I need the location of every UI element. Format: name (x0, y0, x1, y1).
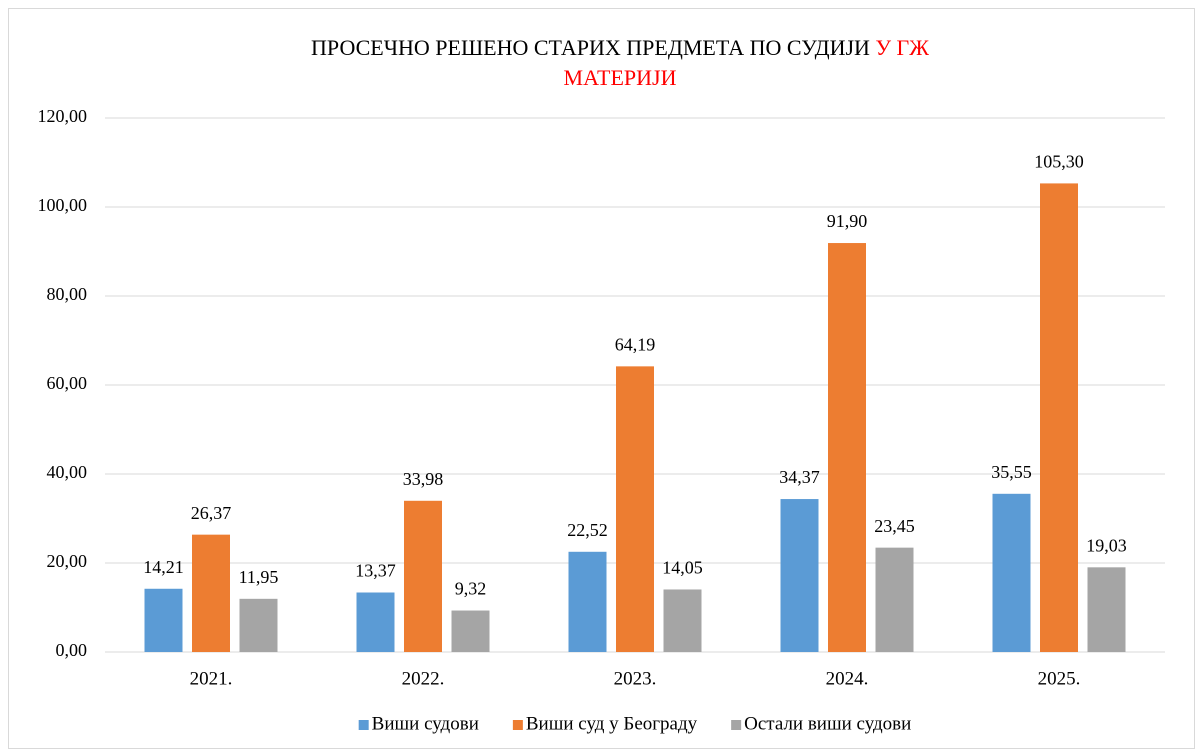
data-label: 33,98 (403, 469, 444, 489)
bar (451, 610, 490, 652)
x-tick-label: 2024. (826, 668, 869, 689)
data-label: 91,90 (827, 211, 868, 231)
title-part: ПРОСЕЧНО РЕШЕНО СТАРИХ ПРЕДМЕТА ПО СУДИЈ… (311, 35, 870, 60)
bar (1040, 183, 1078, 653)
data-label: 105,30 (1034, 152, 1084, 172)
bar (1087, 567, 1126, 652)
y-tick-label: 60,00 (47, 373, 88, 393)
x-tick-label: 2021. (190, 668, 233, 689)
legend-label: Виши суд у Београду (526, 713, 698, 734)
data-label: 23,45 (874, 516, 915, 536)
data-label: 13,37 (355, 561, 396, 581)
legend-label: Остали виши судови (744, 713, 911, 734)
y-tick-label: 100,00 (38, 195, 88, 215)
legend-swatch (731, 720, 742, 730)
bar (780, 499, 819, 652)
data-label: 14,05 (662, 558, 703, 578)
bar (828, 243, 866, 653)
bar (356, 592, 395, 652)
bar (875, 547, 914, 652)
legend: Виши судови Виши суд у Београду Остали виш… (358, 713, 911, 734)
x-tick-label: 2022. (402, 668, 445, 689)
bar (568, 551, 607, 652)
legend-label: Виши судови (372, 713, 479, 734)
bar (239, 598, 278, 652)
data-label: 64,19 (615, 334, 656, 354)
chart-title: МАТЕРИЈИ (564, 65, 677, 90)
data-label: 34,37 (779, 467, 820, 487)
bar (404, 500, 442, 652)
data-label: 19,03 (1086, 535, 1127, 555)
data-label: 22,52 (567, 520, 608, 540)
x-tick-label: 2025. (1038, 668, 1081, 689)
title-part: У ГЖ (875, 35, 929, 60)
data-label: 35,55 (991, 462, 1032, 482)
data-label: 9,32 (455, 579, 487, 599)
y-tick-label: 0,00 (56, 640, 88, 660)
bar (992, 493, 1031, 652)
bar (192, 534, 230, 652)
data-label: 11,95 (239, 567, 279, 587)
data-label: 26,37 (191, 503, 232, 523)
y-tick-label: 120,00 (38, 106, 88, 126)
bar (663, 589, 702, 652)
y-tick-label: 80,00 (47, 284, 88, 304)
bar (144, 588, 183, 652)
y-tick-label: 20,00 (47, 551, 88, 571)
bar (616, 366, 654, 652)
data-label: 14,21 (143, 557, 184, 577)
y-tick-label: 40,00 (47, 462, 88, 482)
chart-title: ПРОСЕЧНО РЕШЕНО СТАРИХ ПРЕДМЕТА ПО СУДИЈ… (311, 35, 929, 60)
legend-swatch (512, 720, 523, 730)
x-tick-label: 2023. (614, 668, 657, 689)
legend-swatch (358, 720, 369, 730)
